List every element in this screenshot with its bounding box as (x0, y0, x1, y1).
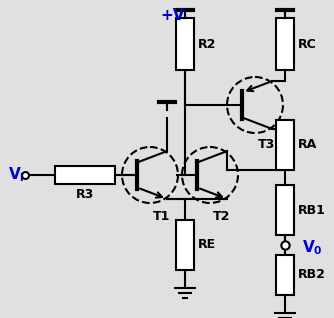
Text: T3: T3 (258, 138, 275, 151)
Bar (176, 220, 194, 270)
Text: $\mathbf{V_0}$: $\mathbf{V_0}$ (302, 238, 323, 257)
Text: RB1: RB1 (298, 204, 326, 217)
Text: T1: T1 (153, 210, 170, 223)
Bar (276, 185, 294, 235)
Text: RC: RC (298, 38, 317, 51)
Text: RE: RE (198, 238, 216, 252)
Text: R2: R2 (198, 38, 216, 51)
Text: RA: RA (298, 139, 317, 151)
Bar (176, 18, 194, 70)
Bar (276, 255, 294, 295)
Text: R3: R3 (76, 188, 94, 201)
Text: $\mathbf{V_i}$: $\mathbf{V_i}$ (8, 166, 25, 184)
Text: +V: +V (160, 8, 184, 23)
Text: T2: T2 (213, 210, 230, 223)
Bar (276, 18, 294, 70)
Bar (55, 166, 115, 184)
Text: RB2: RB2 (298, 268, 326, 281)
Bar (276, 120, 294, 170)
